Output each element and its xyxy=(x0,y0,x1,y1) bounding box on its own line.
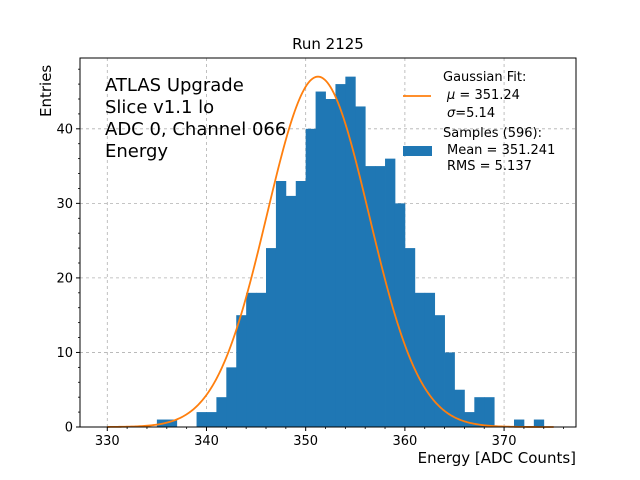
plot-frame xyxy=(79,57,577,428)
y-tick-label: 10 xyxy=(56,346,73,361)
legend-fit-sigma: σ=5.14 xyxy=(447,106,495,121)
histogram-bar xyxy=(345,76,356,428)
histogram-bar xyxy=(246,292,257,427)
annotation-line-3: ADC 0, Channel 066 xyxy=(105,119,286,140)
histogram-bar xyxy=(285,195,297,427)
histogram-bar xyxy=(206,412,217,427)
histogram-bar xyxy=(484,397,495,427)
histogram-bar xyxy=(444,352,455,427)
histogram-bar xyxy=(514,419,525,427)
y-axis-label: Entries xyxy=(37,65,55,117)
x-tick-label: 370 xyxy=(492,434,517,449)
histogram-bar xyxy=(196,412,207,427)
histogram-bar xyxy=(275,181,287,427)
histogram-bar xyxy=(454,389,465,427)
y-tick-label: 20 xyxy=(56,271,73,286)
histogram-bars xyxy=(156,76,545,428)
histogram-bar xyxy=(256,292,267,427)
histogram-bar xyxy=(305,128,316,427)
x-axis-label: Energy [ADC Counts] xyxy=(418,449,576,467)
x-tick-label: 330 xyxy=(95,434,120,449)
histogram-bar xyxy=(424,292,436,427)
histogram-bar xyxy=(295,181,307,427)
gaussian-fit-curve xyxy=(107,75,554,428)
histogram-bar xyxy=(166,419,178,427)
legend-hist-title: Samples (596): xyxy=(443,126,542,141)
annotation-line-4: Energy xyxy=(105,141,168,162)
y-tick-label: 40 xyxy=(56,122,73,137)
histogram-bar xyxy=(355,106,366,428)
histogram-bar xyxy=(414,292,426,427)
histogram-bar xyxy=(464,412,475,427)
histogram-bar xyxy=(236,315,247,427)
legend-hist-swatch xyxy=(403,146,432,156)
x-tick-label: 350 xyxy=(293,434,318,449)
histogram-bar xyxy=(325,99,336,427)
histogram-bar xyxy=(394,203,406,427)
annotation-line-2: Slice v1.1 lo xyxy=(105,97,214,118)
histogram-bar xyxy=(266,248,277,427)
histogram-bar xyxy=(365,166,376,427)
x-axis-ticks: 330 340 350 360 370 xyxy=(95,427,564,449)
histogram-bar xyxy=(385,158,396,428)
x-tick-label: 340 xyxy=(194,434,219,449)
chart-title: Run 2125 xyxy=(292,35,364,53)
histogram-bar xyxy=(474,397,485,427)
histogram-bar xyxy=(533,419,545,427)
legend-fit-title: Gaussian Fit: xyxy=(443,70,526,85)
x-tick-label: 360 xyxy=(392,434,417,449)
annotation-line-1: ATLAS Upgrade xyxy=(105,75,244,96)
legend-fit-mu: μ = 351.24 xyxy=(446,88,520,103)
legend-hist-mean: Mean = 351.241 xyxy=(447,143,555,158)
histogram-bar xyxy=(335,84,346,427)
y-tick-label: 0 xyxy=(65,421,73,436)
y-axis-ticks: 0 10 20 30 40 xyxy=(56,68,80,436)
histogram-bar xyxy=(375,166,386,427)
histogram-bar xyxy=(434,315,445,427)
annotation-block: ATLAS Upgrade Slice v1.1 lo ADC 0, Chann… xyxy=(105,75,286,162)
histogram-bar xyxy=(404,248,416,427)
histogram-bar xyxy=(216,397,227,427)
y-tick-label: 30 xyxy=(56,197,73,212)
histogram-bar xyxy=(226,367,237,427)
legend: Gaussian Fit: μ = 351.24 σ=5.14 Samples … xyxy=(403,70,555,174)
histogram-bar xyxy=(315,91,326,427)
legend-hist-rms: RMS = 5.137 xyxy=(447,159,532,174)
